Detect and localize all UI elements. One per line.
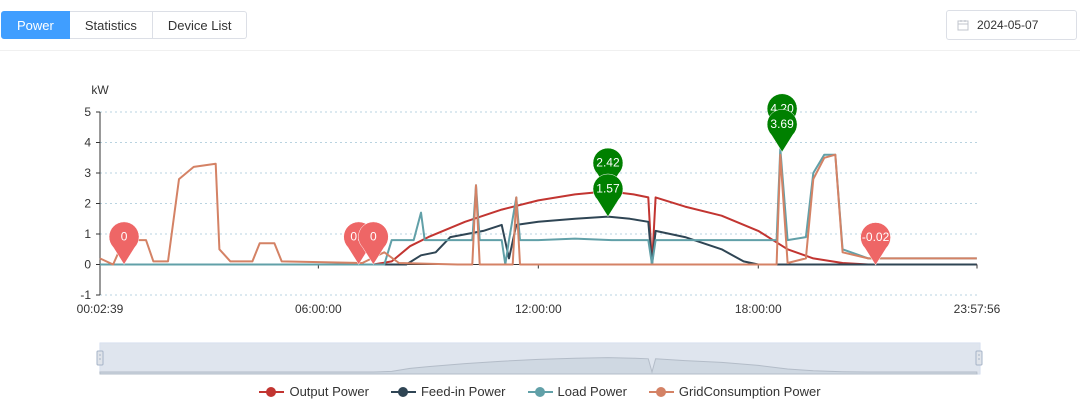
tab-statistics[interactable]: Statistics [69,11,153,39]
y-tick-label: 5 [84,105,91,119]
x-tick-label: 06:00:00 [295,302,342,316]
legend-marker-icon [390,385,416,399]
series-line-feed-in-power [99,215,977,266]
max-marker-label: 3.69 [770,117,794,131]
tab-device-list[interactable]: Device List [152,11,248,39]
legend-label: Output Power [289,384,369,399]
date-value: 2024-05-07 [977,18,1039,32]
calendar-icon [957,20,969,31]
x-tick-label: 12:00:00 [515,302,562,316]
chart-legend: Output Power Feed-in Power Load Power Gr… [0,384,1080,399]
legend-feed-in-power[interactable]: Feed-in Power [390,384,506,399]
zoom-slider-overview [99,357,978,375]
max-marker-pin [592,147,624,192]
y-tick-label: 1 [84,227,91,241]
series-line-output-power [99,190,977,266]
min-marker-label: -0.02 [862,230,890,244]
view-tabs: Power Statistics Device List [1,11,248,39]
x-tick-label: 18:00:00 [735,302,782,316]
legend-marker-icon [259,385,285,399]
legend-label: Load Power [557,384,627,399]
header-divider [0,50,1080,51]
min-marker-pin [108,221,140,265]
y-tick-label: 0 [84,258,91,272]
date-picker[interactable]: 2024-05-07 [946,10,1077,40]
legend-output-power[interactable]: Output Power [259,384,369,399]
y-tick-label: 2 [84,197,91,211]
y-axis-label: kW [91,83,109,97]
min-marker-pin [860,222,891,266]
y-tick-label: -1 [80,288,91,302]
legend-marker-icon [648,385,674,399]
y-tick-label: 3 [84,166,91,180]
legend-label: Feed-in Power [420,384,506,399]
series-line-load-power [99,147,977,266]
x-tick-label: 23:57:56 [954,302,1001,316]
series-line-gridconsumption-power [99,153,977,266]
min-marker-pin [358,221,389,265]
power-chart: -1 0 1 2 3 4 5kW 00:02:39 06:00:00 12:00:00 18:00:… [77,83,1001,375]
y-tick-label: 4 [84,136,91,150]
zoom-slider-handle[interactable] [975,350,983,366]
zoom-slider-handle[interactable] [96,350,104,366]
tab-power[interactable]: Power [1,11,70,39]
max-marker-pin [766,109,798,153]
max-marker-label: 2.42 [596,156,620,170]
legend-label: GridConsumption Power [678,384,821,399]
min-marker-label: 0 [370,230,377,244]
legend-load-power[interactable]: Load Power [527,384,627,399]
max-marker-pin [592,173,624,218]
max-marker-label: 1.57 [596,182,620,196]
x-tick-label: 00:02:39 [77,302,124,316]
legend-grid-consumption-power[interactable]: GridConsumption Power [648,384,821,399]
legend-marker-icon [527,385,553,399]
min-marker-label: 0 [121,230,128,244]
